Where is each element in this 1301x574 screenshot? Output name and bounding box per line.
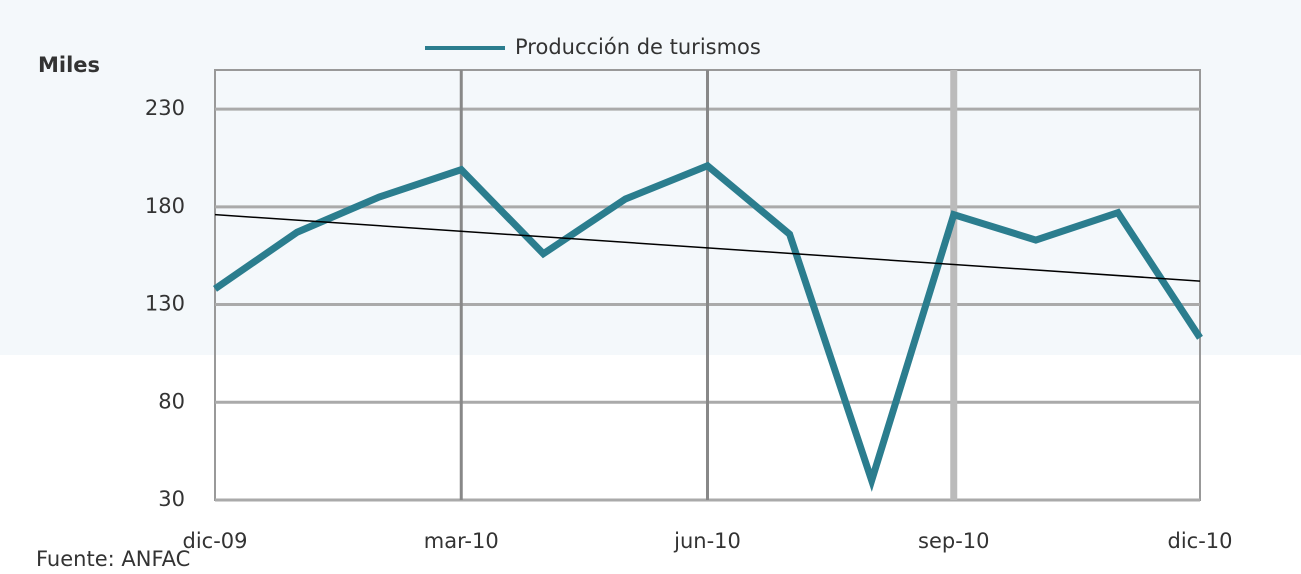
y-tick-label: 130: [145, 292, 185, 316]
x-tick-label: dic-10: [1167, 529, 1232, 553]
y-tick-label: 80: [158, 389, 185, 413]
trend-line: [214, 213, 1201, 282]
y-axis-label: Miles: [38, 53, 100, 77]
x-tick-label: mar-10: [424, 529, 499, 553]
x-tick-label: jun-10: [673, 529, 741, 553]
x-tick-label: dic-09: [182, 529, 247, 553]
y-tick-label: 180: [145, 194, 185, 218]
y-tick-label: 230: [145, 96, 185, 120]
y-tick-label: 30: [158, 487, 185, 511]
legend-label: Producción de turismos: [515, 35, 761, 59]
source: Fuente: ANFAC: [36, 547, 190, 571]
series-line: [213, 161, 1203, 492]
background-band: [0, 0, 1301, 355]
x-tick-label: sep-10: [918, 529, 990, 553]
